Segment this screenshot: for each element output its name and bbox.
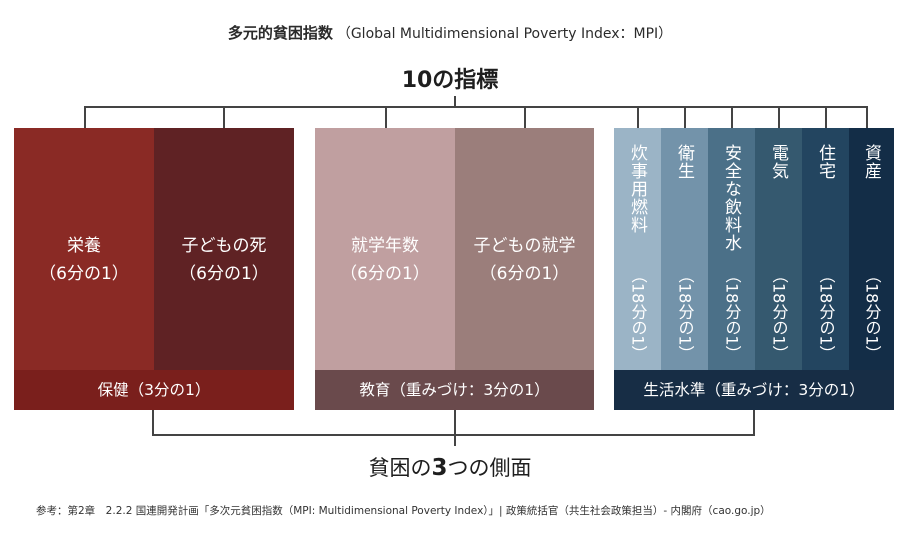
indicator-name: 栄養 [67, 236, 101, 256]
dimensions-heading: 貧困の3つの側面 [0, 452, 900, 482]
indicator-name: 衛生 [674, 144, 694, 180]
source-note: 参考：第2章 2.2.2 国連開発計画「多次元貧困指数（MPI: Multidi… [36, 505, 771, 517]
tick-cooking-fuel [637, 106, 639, 128]
indicator-sanitation: 衛生 （18分の1） [661, 128, 708, 370]
indicator-school-attendance: 子どもの就学 （6分の1） [455, 128, 594, 370]
indicator-weight: （6分の1） [179, 264, 269, 284]
indicator-weight: （6分の1） [39, 264, 129, 284]
health-dimension-bar: 保健（3分の1） [14, 370, 294, 410]
tick-child-mortality [223, 106, 225, 128]
dimensions-heading-pre: 貧困の [368, 456, 432, 480]
title-subtitle: （Global Multidimensional Poverty Index：M… [336, 26, 673, 42]
indicator-cooking-fuel: 炊事用燃料 （18分の1） [614, 128, 661, 370]
tick-housing [825, 106, 827, 128]
indicator-housing: 住宅 （18分の1） [802, 128, 849, 370]
tick-school-attendance [524, 106, 526, 128]
title-main: 多元的貧困指数 [227, 24, 333, 42]
indicator-weight: （18分の1） [862, 267, 882, 362]
indicator-weight: （18分の1） [769, 267, 789, 362]
tick-years-schooling [385, 106, 387, 128]
indicator-weight: （6分の1） [479, 264, 570, 284]
diagram-title: 多元的貧困指数 （Global Multidimensional Poverty … [0, 22, 900, 43]
indicator-child-mortality: 子どもの死 （6分の1） [154, 128, 294, 370]
indicator-weight: （18分の1） [722, 267, 742, 362]
education-dimension-bar: 教育（重みづけ：3分の1） [315, 370, 594, 410]
indicator-name: 炊事用燃料 [627, 144, 647, 234]
tick-electricity [778, 106, 780, 128]
indicator-weight: （18分の1） [816, 267, 836, 362]
indicator-weight: （18分の1） [675, 267, 695, 362]
indicator-weight: （18分の1） [628, 267, 648, 362]
indicator-name: 安全な飲料水 [721, 144, 741, 252]
tick-water [731, 106, 733, 128]
indicator-name: 住宅 [815, 144, 835, 180]
indicators-heading: 10の指標 [401, 68, 499, 93]
tick-assets [866, 106, 868, 128]
indicator-years-of-schooling: 就学年数 （6分の1） [315, 128, 455, 370]
tick-sanitation [684, 106, 686, 128]
indicator-name: 電気 [768, 144, 788, 180]
indicator-nutrition: 栄養 （6分の1） [14, 128, 154, 370]
indicator-name: 就学年数 [351, 236, 419, 256]
indicator-name: 資産 [861, 144, 881, 180]
indicator-drinking-water: 安全な飲料水 （18分の1） [708, 128, 755, 370]
dimensions-heading-post: つの側面 [447, 456, 532, 480]
dimensions-heading-number: 3 [431, 455, 448, 481]
indicator-weight: （6分の1） [340, 264, 430, 284]
indicator-name: 子どもの死 [181, 236, 267, 256]
indicator-name: 子どもの就学 [473, 236, 576, 256]
indicator-electricity: 電気 （18分の1） [755, 128, 802, 370]
tick-nutrition [84, 106, 86, 128]
living-standards-dimension-bar: 生活水準（重みづけ：3分の1） [614, 370, 894, 410]
indicator-assets: 資産 （18分の1） [849, 128, 894, 370]
